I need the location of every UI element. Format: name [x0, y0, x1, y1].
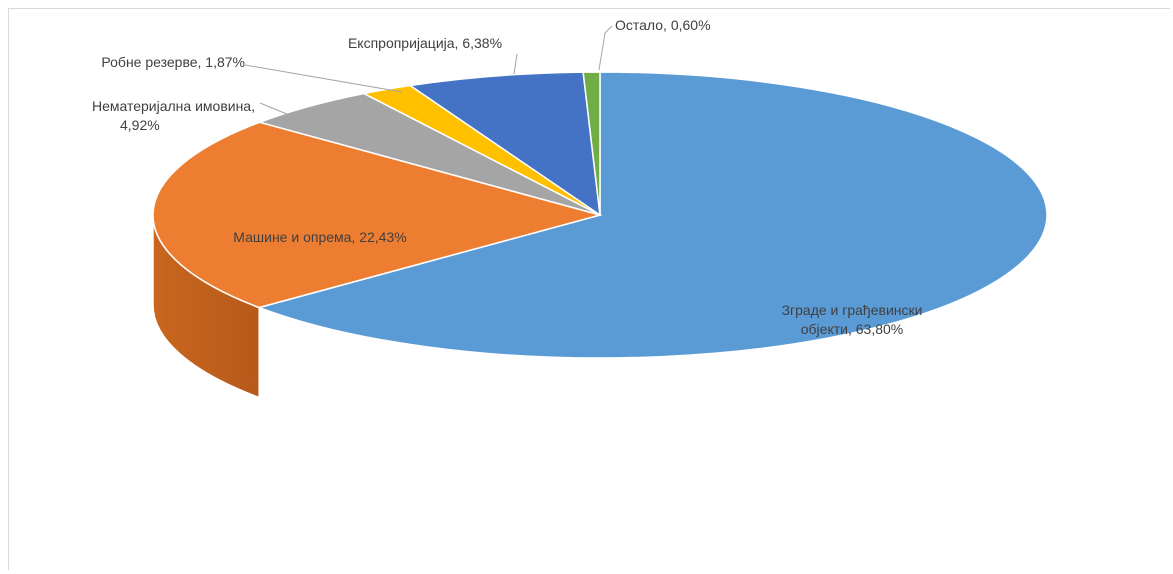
pie-slice-4: [408, 71, 601, 217]
leader-line-4: [513, 53, 518, 75]
pie-slice-5: [582, 71, 601, 216]
chart-frame: [8, 8, 1170, 570]
pie-slice-1: [152, 121, 603, 309]
slice-label-3: Робне резерве, 1,87%: [101, 54, 245, 70]
slice-label-2: Нематеријална имовина, 4,92%: [92, 98, 255, 133]
slice-label-0: Зграде и грађевински објекти, 63,80%: [782, 302, 923, 337]
leader-line-2: [259, 102, 305, 122]
slice-label-1: Машине и опрема, 22,43%: [233, 229, 406, 245]
slice-label-4: Експропријација, 6,38%: [348, 35, 502, 51]
leader-line-3: [244, 64, 403, 93]
slice-label-5: Остало, 0,60%: [615, 17, 711, 33]
pie-slice-0: [256, 71, 1048, 359]
leader-line-5: [598, 25, 613, 71]
